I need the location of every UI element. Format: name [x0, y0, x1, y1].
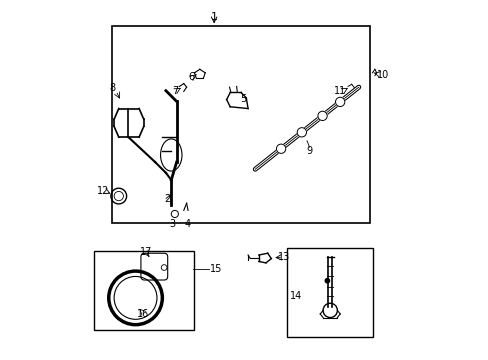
Bar: [112, 26, 369, 223]
Circle shape: [297, 128, 306, 137]
Text: 4: 4: [184, 219, 191, 229]
Text: 3: 3: [169, 219, 175, 229]
Text: 9: 9: [306, 147, 312, 157]
Text: 8: 8: [109, 83, 115, 93]
Circle shape: [335, 97, 344, 107]
Text: 2: 2: [164, 194, 170, 203]
Circle shape: [276, 144, 285, 153]
Text: 13: 13: [278, 252, 290, 262]
Text: 5: 5: [240, 94, 246, 104]
Text: 15: 15: [210, 264, 223, 274]
Circle shape: [325, 279, 329, 283]
Bar: [287, 248, 372, 337]
Text: 17: 17: [140, 247, 152, 257]
Circle shape: [317, 111, 326, 121]
Bar: [94, 251, 194, 330]
Text: 12: 12: [97, 186, 109, 197]
Text: 1: 1: [210, 13, 217, 22]
Text: 6: 6: [188, 72, 194, 82]
Text: 16: 16: [136, 309, 148, 319]
Text: 10: 10: [377, 69, 389, 80]
Text: 7: 7: [171, 86, 178, 96]
Text: 14: 14: [289, 291, 301, 301]
Text: 11: 11: [333, 86, 346, 96]
